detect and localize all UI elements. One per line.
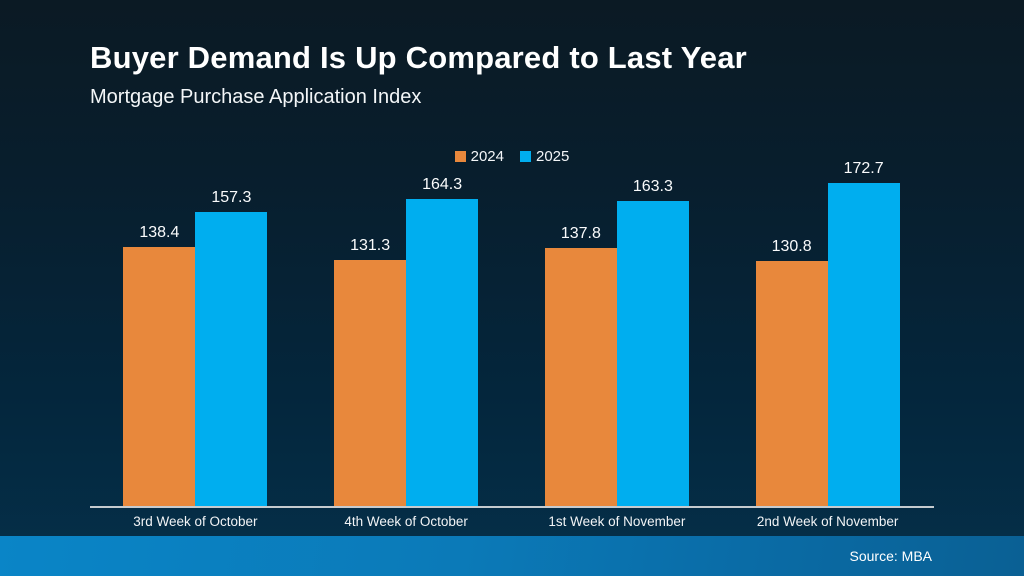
x-axis-label: 3rd Week of October bbox=[133, 514, 258, 529]
bar-group: 138.4 157.3 bbox=[90, 150, 301, 506]
legend-label: 2025 bbox=[536, 148, 570, 165]
chart-legend: 2024 2025 bbox=[0, 148, 1024, 165]
bar-2025: 157.3 bbox=[195, 189, 268, 506]
source-label: Source: MBA bbox=[849, 548, 932, 564]
bar-2025: 163.3 bbox=[616, 178, 689, 506]
bar-2024: 130.8 bbox=[755, 238, 828, 506]
bar-rect bbox=[827, 183, 900, 506]
value-label: 137.8 bbox=[560, 225, 601, 243]
value-label: 130.8 bbox=[771, 238, 812, 256]
legend-label: 2024 bbox=[470, 148, 504, 165]
bar-2025: 164.3 bbox=[406, 176, 479, 506]
x-axis-line bbox=[90, 506, 934, 508]
legend-swatch-icon bbox=[454, 151, 466, 162]
bar-group: 137.8 163.3 bbox=[512, 150, 723, 506]
x-axis-labels: 3rd Week of October 4th Week of October 1s… bbox=[90, 514, 933, 529]
bar-rect bbox=[334, 260, 407, 506]
chart-subtitle: Mortgage Purchase Application Index bbox=[90, 86, 422, 108]
footer-band: Source: MBA bbox=[0, 536, 1024, 576]
bar-group: 131.3 164.3 bbox=[301, 150, 512, 506]
value-label: 138.4 bbox=[139, 224, 180, 242]
bar-rect bbox=[406, 198, 479, 506]
value-label: 131.3 bbox=[350, 237, 391, 255]
value-label: 157.3 bbox=[211, 188, 252, 206]
legend-item-2024: 2024 bbox=[454, 148, 504, 165]
x-axis-label: 1st Week of November bbox=[548, 514, 686, 529]
value-label: 164.3 bbox=[422, 175, 463, 193]
value-label: 172.7 bbox=[843, 160, 884, 177]
bar-rect bbox=[616, 200, 689, 506]
bar-2024: 131.3 bbox=[334, 237, 407, 506]
bar-2024: 138.4 bbox=[123, 224, 196, 506]
bar-rect bbox=[195, 211, 268, 506]
x-axis-label: 2nd Week of November bbox=[756, 514, 899, 529]
bar-rect bbox=[123, 247, 196, 506]
legend-swatch-icon bbox=[520, 151, 531, 162]
value-label: 163.3 bbox=[632, 177, 673, 195]
bar-group: 130.8 172.7 bbox=[722, 150, 933, 506]
x-axis-label: 4th Week of October bbox=[344, 514, 468, 529]
bar-rect bbox=[755, 261, 828, 506]
bar-rect bbox=[544, 248, 617, 506]
bar-2024: 137.8 bbox=[544, 225, 617, 506]
bar-2025: 172.7 bbox=[827, 160, 900, 506]
chart-plot-area: 138.4 157.3 131.3 164.3 137.8 163.3 130.8 172.7 bbox=[90, 150, 933, 506]
chart-title: Buyer Demand Is Up Compared to Last Year bbox=[90, 40, 747, 75]
legend-item-2025: 2025 bbox=[520, 148, 569, 165]
